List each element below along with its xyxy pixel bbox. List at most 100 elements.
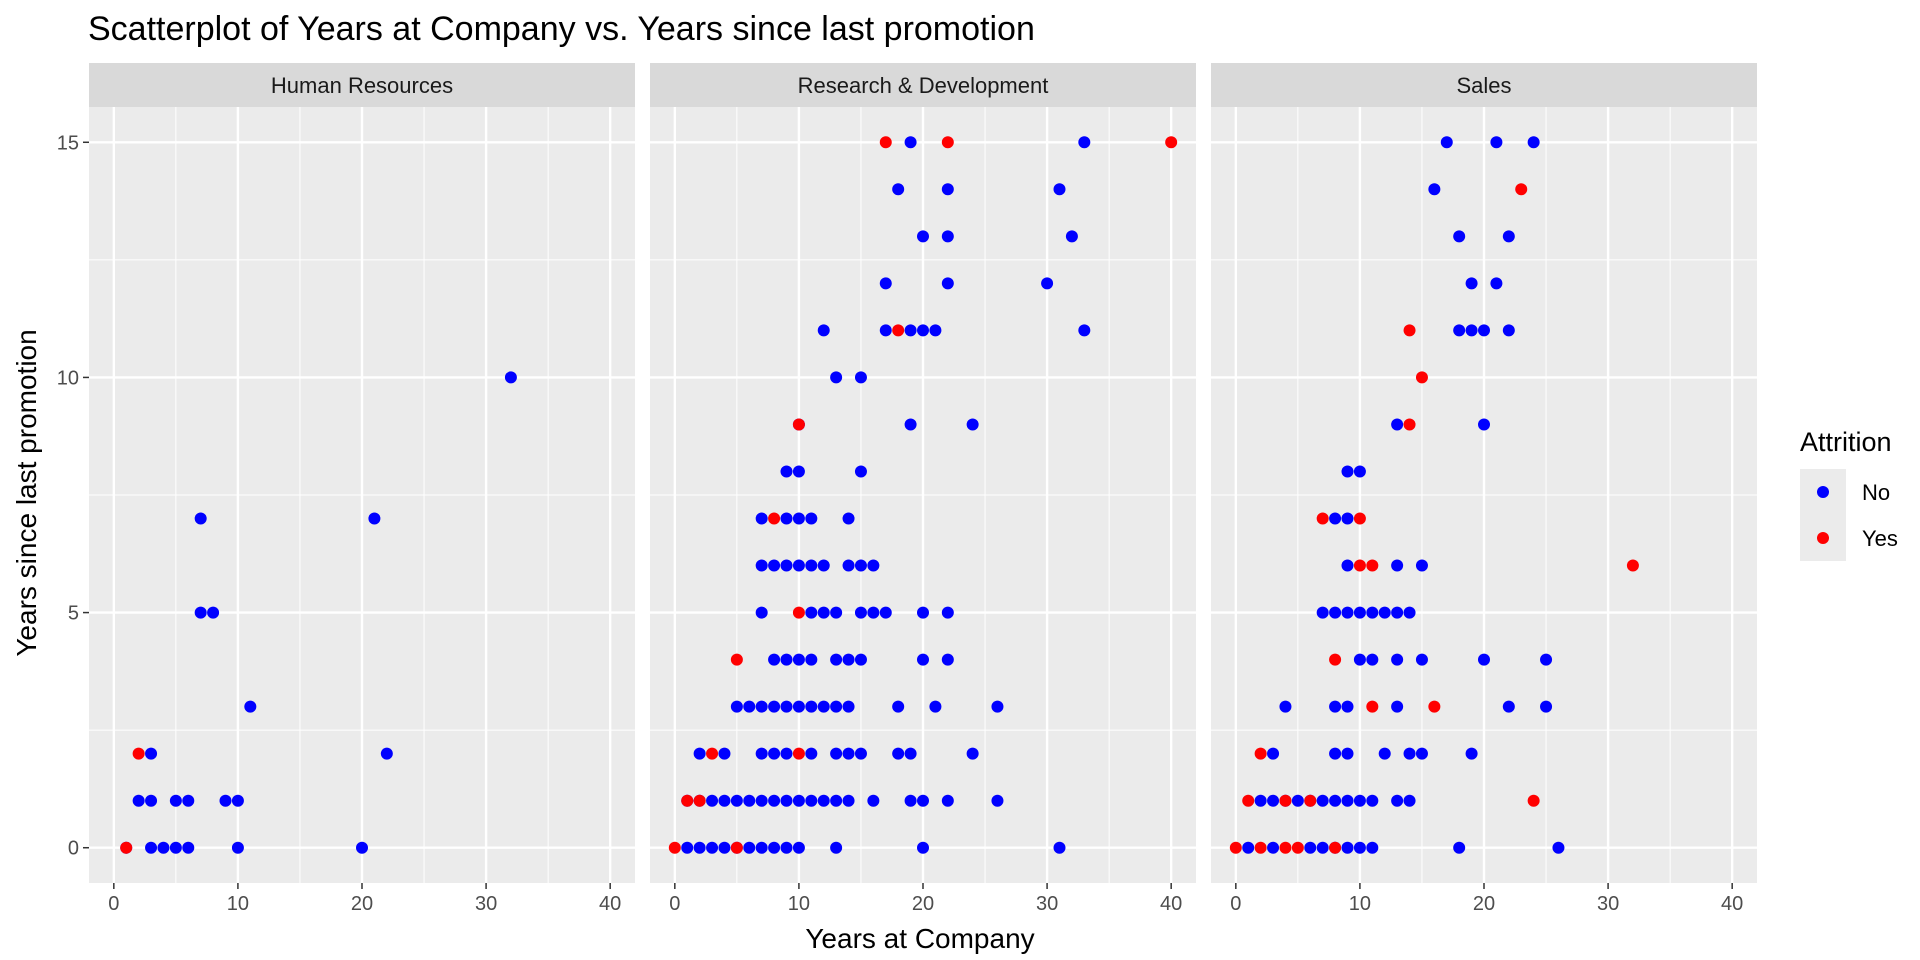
facet-strip-label: Sales: [1456, 73, 1511, 98]
data-point-no: [1341, 747, 1354, 760]
data-point-no: [1291, 794, 1304, 807]
data-point-no: [1465, 324, 1478, 337]
data-point-no: [768, 747, 781, 760]
data-point-no: [805, 700, 818, 713]
data-point-yes: [120, 841, 133, 854]
data-point-yes: [792, 418, 805, 431]
facet-strip-label: Research & Development: [798, 73, 1049, 98]
data-point-yes: [1229, 841, 1242, 854]
data-point-no: [917, 606, 929, 619]
data-point-yes: [892, 324, 905, 337]
data-point-no: [368, 512, 381, 525]
data-point-no: [1341, 794, 1354, 807]
data-point-no: [1478, 324, 1490, 337]
data-point-no: [356, 841, 368, 854]
x-tick-label: 20: [912, 893, 934, 915]
data-point-no: [169, 841, 182, 854]
data-point-no: [991, 794, 1004, 807]
data-point-yes: [706, 747, 719, 760]
data-point-no: [780, 653, 793, 666]
data-point-no: [755, 559, 768, 572]
data-point-no: [1041, 277, 1054, 290]
data-point-no: [1403, 606, 1416, 619]
data-point-no: [917, 841, 929, 854]
x-tick-label: 0: [1230, 893, 1241, 915]
data-point-no: [917, 794, 929, 807]
data-point-no: [1341, 841, 1354, 854]
data-point-no: [879, 324, 892, 337]
data-point-yes: [1403, 324, 1416, 337]
x-axis-label: Years at Company: [805, 923, 1034, 954]
data-point-no: [867, 559, 880, 572]
data-point-no: [768, 794, 781, 807]
data-point-no: [854, 371, 867, 384]
data-point-no: [1329, 700, 1342, 713]
data-point-no: [1316, 841, 1329, 854]
data-point-no: [879, 606, 892, 619]
data-point-no: [755, 512, 768, 525]
x-tick-label: 20: [1473, 893, 1495, 915]
data-point-no: [941, 183, 954, 196]
data-point-no: [830, 653, 843, 666]
x-tick-label: 40: [1721, 893, 1743, 915]
data-point-yes: [1329, 653, 1342, 666]
y-tick-label: 0: [68, 838, 79, 860]
data-point-no: [1502, 230, 1515, 243]
y-axis-label: Years since last promotion: [11, 329, 42, 656]
data-point-no: [904, 136, 917, 149]
data-point-yes: [1515, 183, 1528, 196]
data-point-no: [854, 465, 867, 478]
data-point-no: [1304, 841, 1317, 854]
data-point-no: [917, 653, 929, 666]
data-point-no: [830, 700, 843, 713]
data-point-no: [917, 324, 929, 337]
data-point-no: [207, 606, 220, 619]
data-point-no: [830, 606, 843, 619]
x-tick-label: 40: [1160, 893, 1182, 915]
data-point-no: [1353, 794, 1366, 807]
data-point-no: [792, 653, 805, 666]
data-point-no: [730, 700, 743, 713]
data-point-no: [854, 653, 867, 666]
data-point-no: [991, 700, 1004, 713]
data-point-no: [780, 700, 793, 713]
data-point-no: [867, 794, 880, 807]
data-point-no: [842, 700, 855, 713]
data-point-no: [755, 794, 768, 807]
data-point-no: [830, 747, 843, 760]
data-point-no: [792, 841, 805, 854]
data-point-no: [805, 747, 818, 760]
data-point-no: [718, 794, 731, 807]
data-point-no: [941, 230, 954, 243]
data-point-no: [1552, 841, 1565, 854]
data-point-no: [693, 747, 706, 760]
data-point-no: [1391, 700, 1404, 713]
data-point-no: [842, 653, 855, 666]
data-point-no: [792, 465, 805, 478]
data-point-no: [867, 606, 880, 619]
data-point-yes: [1279, 841, 1292, 854]
data-point-no: [718, 747, 731, 760]
data-point-no: [830, 371, 843, 384]
data-point-no: [805, 606, 818, 619]
data-point-no: [817, 559, 830, 572]
data-point-no: [219, 794, 232, 807]
data-point-no: [1403, 794, 1416, 807]
data-point-yes: [1304, 794, 1317, 807]
data-point-no: [768, 700, 781, 713]
data-point-no: [917, 230, 929, 243]
x-tick-label: 0: [669, 893, 680, 915]
data-point-no: [1478, 653, 1490, 666]
data-point-no: [244, 700, 257, 713]
data-point-no: [966, 418, 979, 431]
data-point-no: [1540, 700, 1553, 713]
data-point-no: [1428, 183, 1441, 196]
data-point-no: [768, 841, 781, 854]
data-point-no: [693, 841, 706, 854]
data-point-yes: [132, 747, 145, 760]
data-point-no: [780, 465, 793, 478]
data-point-no: [966, 747, 979, 760]
data-point-no: [830, 794, 843, 807]
panel-sales: Sales 0 10 20 30 40: [1211, 63, 1757, 915]
panels: Human Resources 0 10 20 30 40 0 5 10 15 Research &…: [57, 63, 1757, 915]
